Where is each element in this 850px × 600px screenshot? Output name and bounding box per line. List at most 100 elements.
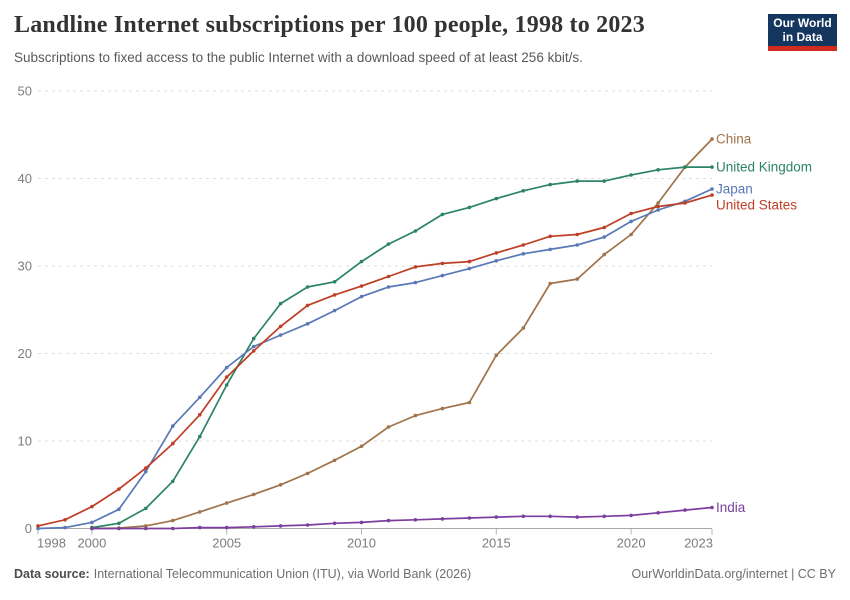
data-point-india-2021[interactable] xyxy=(656,511,660,515)
data-point-united-states-2016[interactable] xyxy=(521,243,526,247)
data-point-united-states-2007[interactable] xyxy=(278,324,283,329)
data-point-china-2011[interactable] xyxy=(386,425,391,429)
data-point-united-kingdom-2012[interactable] xyxy=(413,229,418,233)
data-point-united-states-2004[interactable] xyxy=(198,413,202,417)
data-point-china-2006[interactable] xyxy=(251,492,256,497)
series-label-united-kingdom[interactable]: United Kingdom xyxy=(716,160,812,175)
data-point-india-2010[interactable] xyxy=(359,520,364,525)
data-point-india-2020[interactable] xyxy=(629,513,633,518)
series-line-china[interactable] xyxy=(91,138,713,530)
data-point-china-2003[interactable] xyxy=(171,518,175,523)
data-point-united-kingdom-2015[interactable] xyxy=(494,196,499,201)
data-point-china-2013[interactable] xyxy=(440,406,445,411)
data-point-india-2001[interactable] xyxy=(117,526,121,531)
data-point-united-kingdom-2005[interactable] xyxy=(224,383,229,387)
series-label-india[interactable]: India xyxy=(716,500,746,515)
data-point-india-2000[interactable] xyxy=(90,526,94,531)
series-label-china[interactable]: China xyxy=(716,132,752,147)
data-point-united-kingdom-2021[interactable] xyxy=(656,168,660,172)
data-point-united-states-2008[interactable] xyxy=(305,303,310,308)
data-point-japan-2012[interactable] xyxy=(413,280,418,285)
series-label-japan[interactable]: Japan xyxy=(716,182,753,197)
series-line-japan[interactable] xyxy=(37,188,713,530)
data-point-united-states-2003[interactable] xyxy=(171,441,175,446)
data-point-india-2004[interactable] xyxy=(198,525,202,530)
data-point-japan-2003[interactable] xyxy=(171,424,175,428)
data-point-china-2004[interactable] xyxy=(198,510,202,514)
data-point-united-kingdom-2008[interactable] xyxy=(305,285,310,289)
data-point-india-2008[interactable] xyxy=(305,523,310,527)
data-point-china-2012[interactable] xyxy=(413,413,418,418)
data-point-india-2019[interactable] xyxy=(602,514,606,519)
data-point-china-2018[interactable] xyxy=(575,277,579,281)
data-point-japan-2004[interactable] xyxy=(198,395,202,400)
data-point-japan-2021[interactable] xyxy=(656,208,660,212)
data-point-united-states-2006[interactable] xyxy=(251,349,256,353)
data-point-japan-2010[interactable] xyxy=(359,294,364,299)
data-point-japan-2006[interactable] xyxy=(251,344,256,349)
series-line-united-states[interactable] xyxy=(37,194,713,527)
data-point-india-2002[interactable] xyxy=(144,526,148,531)
data-point-japan-2017[interactable] xyxy=(548,247,552,252)
data-point-united-states-1998[interactable] xyxy=(36,524,40,528)
data-point-india-2007[interactable] xyxy=(278,524,283,528)
data-point-japan-2016[interactable] xyxy=(521,252,526,256)
data-point-india-2006[interactable] xyxy=(251,525,256,529)
data-point-united-kingdom-2014[interactable] xyxy=(467,205,472,210)
data-point-united-states-2001[interactable] xyxy=(117,487,121,491)
data-point-japan-2020[interactable] xyxy=(629,219,633,224)
data-point-india-2014[interactable] xyxy=(467,516,472,520)
series-label-united-states[interactable]: United States xyxy=(716,198,797,213)
data-point-united-kingdom-2010[interactable] xyxy=(359,259,364,264)
data-point-united-kingdom-2017[interactable] xyxy=(548,182,552,187)
data-point-united-states-2019[interactable] xyxy=(602,225,606,230)
data-point-japan-2005[interactable] xyxy=(224,365,229,370)
data-point-india-2012[interactable] xyxy=(413,518,418,522)
data-point-united-states-2018[interactable] xyxy=(575,232,579,237)
data-point-japan-2009[interactable] xyxy=(332,308,337,313)
data-point-india-2017[interactable] xyxy=(548,514,552,519)
data-point-china-2020[interactable] xyxy=(629,232,633,237)
data-point-japan-2001[interactable] xyxy=(117,507,121,512)
data-point-china-2017[interactable] xyxy=(548,281,552,286)
data-point-united-kingdom-2001[interactable] xyxy=(117,521,121,526)
data-point-china-2008[interactable] xyxy=(305,471,310,476)
data-point-united-states-2017[interactable] xyxy=(548,234,552,239)
data-point-united-states-2021[interactable] xyxy=(656,204,660,209)
data-point-india-2009[interactable] xyxy=(332,521,337,526)
data-point-united-states-2014[interactable] xyxy=(467,259,472,264)
data-point-united-kingdom-2022[interactable] xyxy=(683,165,687,169)
data-point-china-2021[interactable] xyxy=(656,201,660,205)
footer-license-link[interactable]: OurWorldinData.org/internet | CC BY xyxy=(631,567,837,581)
data-point-india-2022[interactable] xyxy=(683,508,687,512)
owid-logo[interactable]: Our World in Data xyxy=(768,14,837,51)
data-point-japan-2013[interactable] xyxy=(440,273,445,278)
series-line-united-kingdom[interactable] xyxy=(91,166,713,529)
data-point-china-2014[interactable] xyxy=(467,400,472,405)
data-point-united-states-1999[interactable] xyxy=(63,518,67,522)
data-point-china-2023[interactable] xyxy=(710,137,714,141)
data-point-india-2023[interactable] xyxy=(710,505,714,510)
data-point-united-states-2022[interactable] xyxy=(683,201,687,205)
data-point-japan-2014[interactable] xyxy=(467,266,472,271)
data-point-united-kingdom-2020[interactable] xyxy=(629,173,633,177)
data-point-japan-2023[interactable] xyxy=(710,187,714,191)
data-point-united-kingdom-2004[interactable] xyxy=(198,434,202,439)
data-point-china-2005[interactable] xyxy=(224,501,229,505)
data-point-united-kingdom-2023[interactable] xyxy=(710,165,714,169)
data-point-japan-1999[interactable] xyxy=(63,525,67,530)
data-point-united-states-2015[interactable] xyxy=(494,251,499,255)
data-point-japan-2008[interactable] xyxy=(305,322,310,326)
data-point-india-2015[interactable] xyxy=(494,515,499,519)
data-point-china-2009[interactable] xyxy=(332,458,337,463)
data-point-india-2003[interactable] xyxy=(171,526,175,531)
data-point-united-states-2020[interactable] xyxy=(629,211,633,216)
data-point-united-kingdom-2002[interactable] xyxy=(144,506,148,511)
data-point-japan-2011[interactable] xyxy=(386,285,391,289)
series-line-india[interactable] xyxy=(91,506,713,530)
data-point-china-2016[interactable] xyxy=(521,326,526,330)
data-point-india-2005[interactable] xyxy=(224,525,229,530)
data-point-united-states-2002[interactable] xyxy=(144,466,148,470)
data-point-china-2007[interactable] xyxy=(278,483,283,487)
data-point-china-2002[interactable] xyxy=(144,524,148,528)
